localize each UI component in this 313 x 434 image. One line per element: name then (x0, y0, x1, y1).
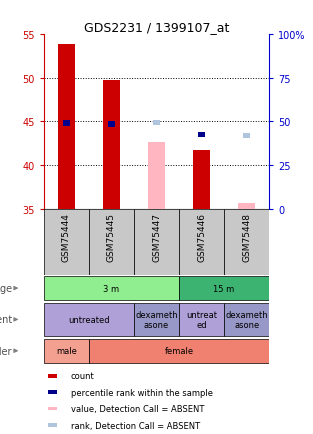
Text: GSM75447: GSM75447 (152, 213, 161, 262)
Bar (224, 210, 269, 275)
Text: dexameth
asone: dexameth asone (225, 310, 268, 329)
Bar (44, 210, 89, 275)
Text: age: age (0, 283, 12, 293)
Text: count: count (71, 372, 95, 380)
Bar (63, 121, 70, 127)
Text: gender: gender (0, 346, 12, 356)
Bar (44, 303, 134, 336)
Bar (224, 303, 269, 336)
Bar (153, 120, 160, 126)
Bar (44, 339, 89, 363)
Bar (48, 407, 57, 411)
Text: agent: agent (0, 315, 12, 325)
Bar (48, 374, 57, 378)
Bar (238, 204, 255, 210)
Text: dexameth
asone: dexameth asone (135, 310, 178, 329)
Bar (48, 391, 57, 394)
Text: rank, Detection Call = ABSENT: rank, Detection Call = ABSENT (71, 421, 200, 430)
Bar (243, 133, 250, 139)
Bar (134, 303, 179, 336)
Bar (148, 142, 165, 210)
Bar (179, 303, 224, 336)
Bar (179, 210, 224, 275)
Bar (103, 81, 120, 210)
Text: male: male (56, 346, 77, 355)
Text: GSM75448: GSM75448 (242, 213, 251, 262)
Bar (58, 45, 75, 210)
Text: untreat
ed: untreat ed (186, 310, 217, 329)
Bar (89, 210, 134, 275)
Bar (198, 132, 205, 138)
Text: 3 m: 3 m (103, 284, 120, 293)
Text: 15 m: 15 m (213, 284, 235, 293)
Bar (108, 122, 115, 128)
Bar (179, 276, 269, 300)
Text: percentile rank within the sample: percentile rank within the sample (71, 388, 213, 397)
Bar (134, 210, 179, 275)
Bar (48, 423, 57, 427)
Text: female: female (164, 346, 194, 355)
Text: GSM75445: GSM75445 (107, 213, 116, 262)
Bar (44, 276, 179, 300)
Text: untreated: untreated (68, 315, 110, 324)
Text: GSM75444: GSM75444 (62, 213, 71, 262)
Title: GDS2231 / 1399107_at: GDS2231 / 1399107_at (84, 20, 229, 33)
Text: GSM75446: GSM75446 (197, 213, 206, 262)
Text: value, Detection Call = ABSENT: value, Detection Call = ABSENT (71, 404, 204, 413)
Bar (89, 339, 269, 363)
Bar (193, 150, 210, 210)
